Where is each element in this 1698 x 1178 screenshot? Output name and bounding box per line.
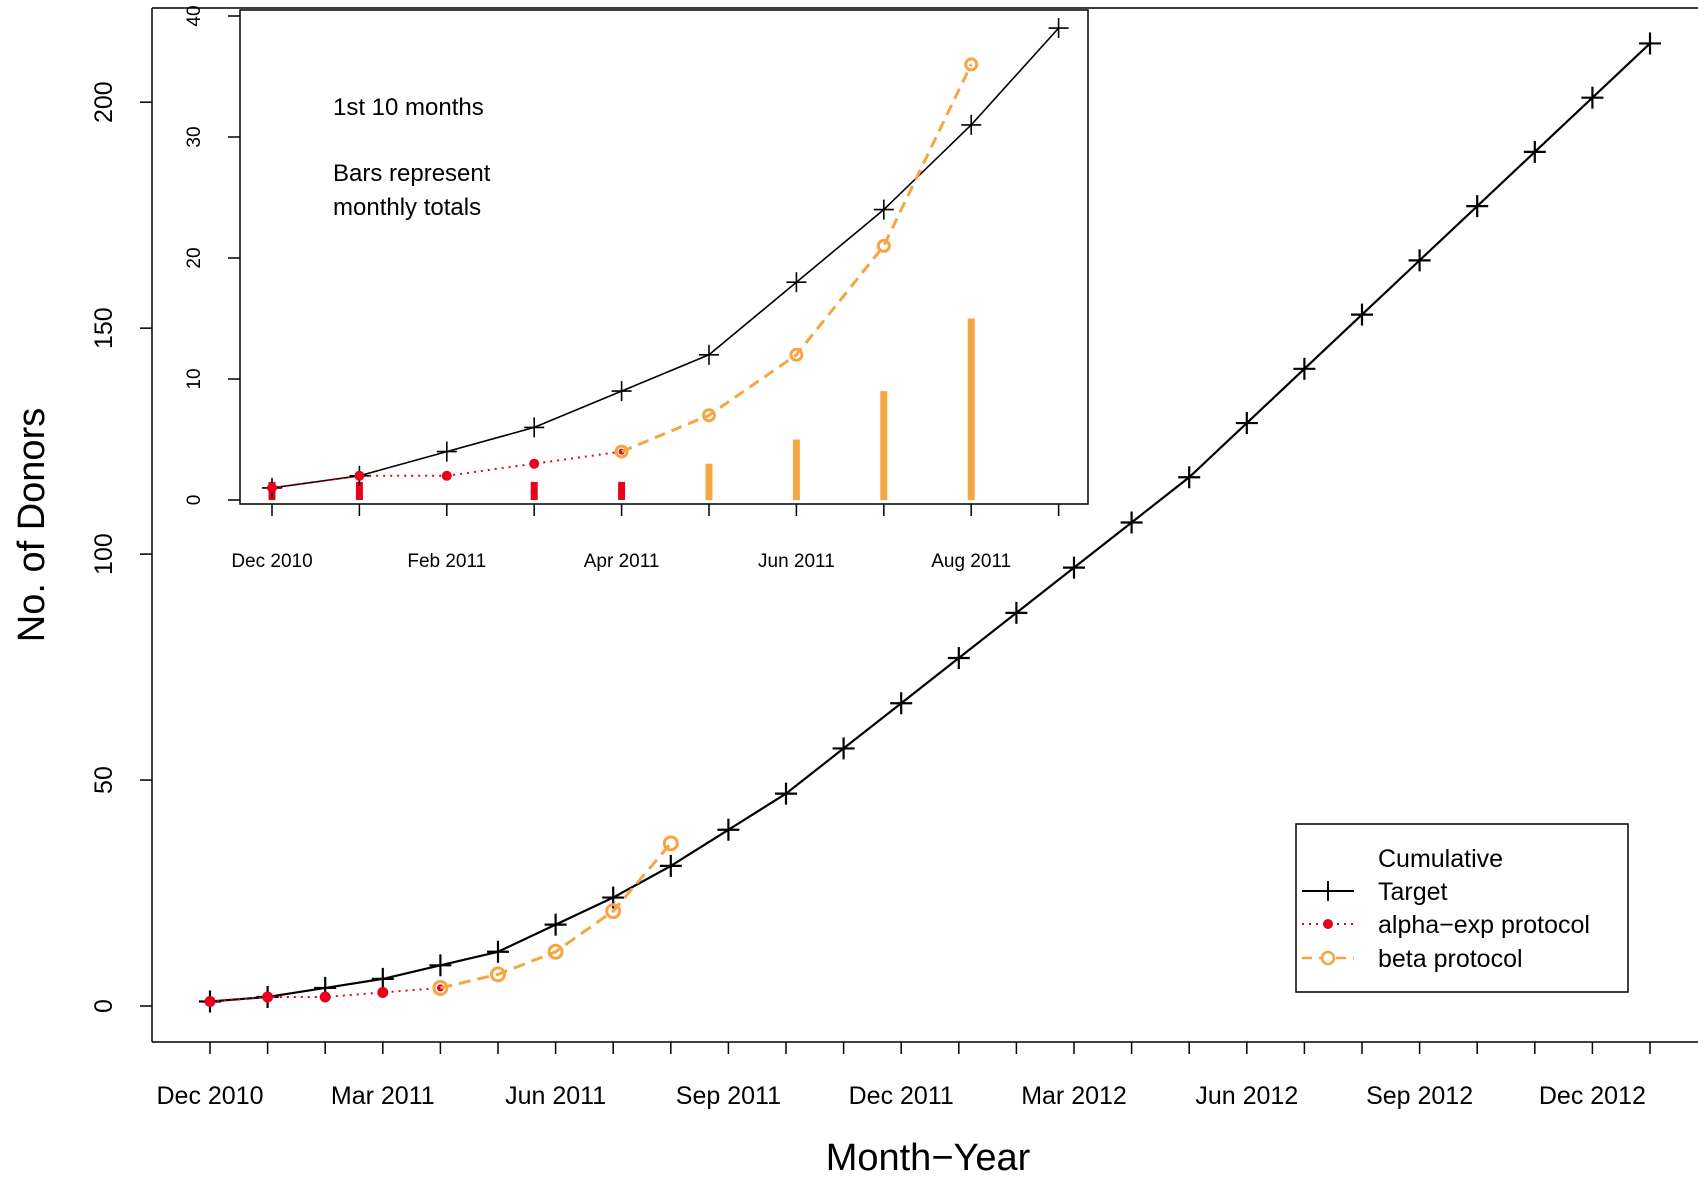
main-alpha-point-2 xyxy=(319,991,331,1003)
legend-title: Cumulative xyxy=(1378,845,1503,873)
inset-alpha-point-0 xyxy=(267,482,277,493)
inset-x-tick-label-jun-2011: Jun 2011 xyxy=(758,551,835,572)
x-axis-title: Month−Year xyxy=(826,1137,1031,1178)
inset-beta-point-0 xyxy=(614,444,629,459)
main-y-axis: 0 50 100 150 200 xyxy=(90,81,152,1013)
inset-beta-bar-3 xyxy=(967,318,975,500)
inset-note-line-1: 1st 10 months xyxy=(333,94,484,121)
inset-beta-bar-0 xyxy=(705,463,713,500)
y-axis-title: No. of Donors xyxy=(11,408,53,642)
inset-plot: 0 10 20 30 40 Dec 2010 Feb 2011 Apr 2011 Jun 20… xyxy=(184,5,1089,572)
inset-note-line-3: monthly totals xyxy=(333,194,481,221)
main-beta-point-0 xyxy=(432,979,449,996)
inset-beta-bar-2 xyxy=(880,391,888,500)
legend-beta-label: beta protocol xyxy=(1378,945,1523,973)
inset-y-tick-label-40: 40 xyxy=(184,5,205,26)
main-y-tick-label-200: 200 xyxy=(90,81,118,123)
main-x-axis: Dec 2010 Mar 2011 Jun 2011 Sep 2011 Dec 2011… xyxy=(156,1042,1651,1110)
inset-target-line xyxy=(271,27,1060,489)
inset-x-tick-label-aug-2011: Aug 2011 xyxy=(931,551,1011,572)
inset-y-tick-label-30: 30 xyxy=(184,126,205,147)
inset-alpha-bar-1 xyxy=(355,481,363,500)
main-x-tick-label-sep-2011: Sep 2011 xyxy=(676,1082,781,1110)
inset-beta-bar-1 xyxy=(792,439,800,500)
legend-alpha-label: alpha−exp protocol xyxy=(1378,911,1590,939)
inset-alpha-bar-3 xyxy=(530,481,538,500)
inset-beta-point-3 xyxy=(876,238,891,253)
inset-y-tick-label-10: 10 xyxy=(184,368,205,389)
main-x-tick-label-mar-2012: Mar 2012 xyxy=(1021,1082,1127,1110)
main-x-tick-label-dec-2010: Dec 2010 xyxy=(156,1082,263,1110)
inset-beta-point-2 xyxy=(789,347,804,362)
legend-box xyxy=(1295,823,1629,993)
legend-item-beta: beta protocol xyxy=(1302,945,1523,973)
main-y-tick-label-100: 100 xyxy=(90,533,118,575)
main-beta-point-2 xyxy=(547,943,564,960)
inset-y-tick-label-0: 0 xyxy=(184,495,205,506)
inset-x-tick-label-dec-2010: Dec 2010 xyxy=(231,551,312,572)
main-x-tick-label-dec-2011: Dec 2011 xyxy=(849,1082,954,1110)
inset-beta-point-4 xyxy=(964,57,979,72)
main-beta-point-4 xyxy=(662,835,679,852)
legend-target-label: Target xyxy=(1378,878,1448,906)
inset-note-line-2: Bars represent xyxy=(333,160,491,187)
inset-alpha-point-2 xyxy=(441,470,452,481)
main-x-tick-label-mar-2011: Mar 2011 xyxy=(331,1082,435,1110)
inset-x-tick-label-apr-2011: Apr 2011 xyxy=(584,551,660,572)
legend-item-alpha: alpha−exp protocol xyxy=(1302,911,1590,939)
inset-x-axis: Dec 2010 Feb 2011 Apr 2011 Jun 2011 Aug 2011 xyxy=(231,504,1060,572)
main-x-tick-label-jun-2012: Jun 2012 xyxy=(1195,1082,1298,1110)
main-y-tick-label-150: 150 xyxy=(90,307,118,349)
main-y-tick-label-0: 0 xyxy=(90,999,118,1013)
legend: Cumulative Target alpha−exp protocol bet… xyxy=(1295,823,1629,993)
main-y-tick-label-50: 50 xyxy=(90,766,118,794)
legend-beta-marker xyxy=(1320,950,1336,966)
main-series xyxy=(199,32,1661,1013)
main-x-tick-label-dec-2012: Dec 2012 xyxy=(1539,1082,1646,1110)
inset-series xyxy=(262,18,1069,498)
legend-item-target: Target xyxy=(1302,878,1448,906)
inset-y-axis: 0 10 20 30 40 xyxy=(184,5,240,505)
inset-plot-box xyxy=(239,9,1089,505)
main-target-line xyxy=(209,42,1651,1003)
main-alpha-point-1 xyxy=(262,991,274,1003)
main-beta-point-3 xyxy=(605,903,622,920)
inset-alpha-bar-4 xyxy=(618,481,626,500)
main-x-tick-label-jun-2011: Jun 2011 xyxy=(505,1082,606,1110)
main-alpha-point-0 xyxy=(204,995,216,1007)
main-beta-point-1 xyxy=(490,966,506,983)
inset-beta-line xyxy=(621,63,973,453)
main-x-tick-label-sep-2012: Sep 2012 xyxy=(1366,1082,1473,1110)
inset-y-tick-label-20: 20 xyxy=(184,247,205,268)
inset-beta-point-1 xyxy=(702,408,716,423)
inset-x-tick-label-feb-2011: Feb 2011 xyxy=(407,551,486,572)
main-alpha-point-3 xyxy=(377,986,389,998)
main-beta-line xyxy=(440,842,672,990)
legend-alpha-marker xyxy=(1323,919,1333,929)
inset-alpha-point-1 xyxy=(354,470,365,481)
inset-alpha-point-3 xyxy=(529,458,540,469)
